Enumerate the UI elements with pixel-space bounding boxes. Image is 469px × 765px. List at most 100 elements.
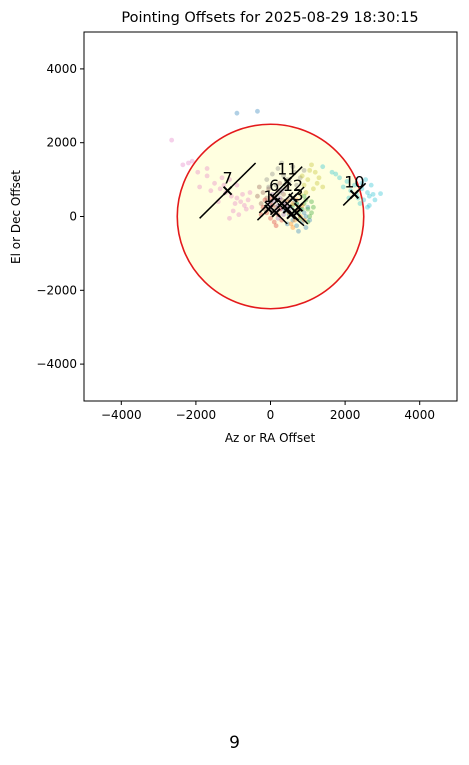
- data-point: [309, 210, 314, 216]
- data-point: [368, 182, 374, 188]
- data-point: [262, 197, 268, 203]
- data-point: [268, 215, 273, 221]
- data-point: [241, 203, 247, 208]
- data-point: [301, 182, 307, 188]
- x-tick-label: −2000: [176, 408, 217, 422]
- data-point: [361, 197, 367, 203]
- data-point: [260, 190, 266, 195]
- data-point: [297, 191, 303, 197]
- data-point: [312, 169, 318, 175]
- data-point: [234, 110, 240, 116]
- data-point: [301, 193, 307, 199]
- data-point: [208, 188, 214, 194]
- data-point: [273, 223, 279, 229]
- data-point: [264, 177, 270, 183]
- data-point: [236, 212, 242, 218]
- x-marker: [288, 193, 298, 203]
- data-point: [189, 158, 195, 164]
- x-marker: [291, 208, 302, 218]
- data-point: [316, 175, 322, 181]
- x-tick-label: 0: [267, 408, 275, 422]
- tolerance-circle: [176, 123, 365, 310]
- data-point: [352, 182, 357, 188]
- marker-label: 6: [269, 176, 279, 195]
- data-point: [227, 215, 232, 221]
- data-point: [273, 182, 279, 188]
- y-tick-label: 2000: [46, 136, 77, 150]
- data-point: [221, 182, 227, 188]
- data-point: [296, 228, 301, 234]
- data-point: [249, 204, 255, 210]
- y-tick-label: −4000: [36, 357, 77, 371]
- y-tick-label: −2000: [36, 283, 77, 297]
- data-point: [378, 191, 383, 197]
- data-point: [256, 184, 262, 190]
- data-point: [366, 203, 372, 208]
- data-point: [186, 160, 191, 166]
- data-point: [310, 186, 316, 192]
- data-point: [301, 167, 307, 173]
- x-marker: [293, 202, 304, 212]
- data-point: [238, 199, 244, 205]
- data-point: [337, 175, 342, 181]
- x-marker: [349, 189, 360, 200]
- data-point: [309, 162, 314, 168]
- marker-label: 7: [223, 169, 233, 188]
- marker-label: 11: [277, 159, 297, 178]
- x-tick-label: 2000: [330, 408, 361, 422]
- x-marker: [269, 193, 279, 203]
- x-marker: [286, 209, 296, 220]
- data-point: [370, 191, 376, 197]
- chart-title: Pointing Offsets for 2025-08-29 18:30:15: [121, 10, 418, 26]
- data-point: [245, 197, 251, 203]
- data-point: [314, 180, 320, 186]
- marker-label: 12: [283, 176, 303, 195]
- data-point: [266, 186, 272, 192]
- data-point: [281, 173, 286, 179]
- data-point: [303, 190, 309, 195]
- data-point: [275, 166, 281, 171]
- data-point: [234, 195, 240, 201]
- marker-label: 10: [344, 172, 364, 191]
- x-tick-label: 4000: [404, 408, 435, 422]
- data-point: [309, 199, 314, 205]
- data-point: [247, 190, 253, 195]
- data-point: [279, 160, 285, 166]
- x-axis-label: Az or RA Offset: [225, 431, 316, 445]
- page-number: 9: [229, 733, 240, 753]
- data-point: [305, 204, 311, 210]
- data-point: [372, 197, 378, 203]
- data-point: [305, 177, 311, 183]
- data-point: [195, 169, 201, 175]
- x-tick-label: −4000: [101, 408, 142, 422]
- data-point: [228, 193, 234, 199]
- y-tick-label: 0: [69, 210, 77, 224]
- data-point: [217, 186, 223, 192]
- data-point: [301, 210, 307, 216]
- data-point: [307, 214, 313, 219]
- data-point: [299, 173, 305, 179]
- data-point: [232, 201, 238, 206]
- data-point: [266, 184, 272, 190]
- data-point: [363, 177, 369, 183]
- x-marker: [222, 185, 233, 196]
- data-point: [212, 180, 217, 186]
- data-point: [230, 208, 236, 214]
- marker-label: 3: [293, 185, 303, 204]
- data-point: [344, 179, 350, 184]
- data-point: [307, 217, 313, 223]
- data-point: [269, 171, 275, 177]
- data-point: [294, 182, 300, 188]
- data-point: [310, 204, 316, 210]
- data-point: [290, 201, 296, 206]
- data-point: [197, 184, 203, 190]
- data-point: [258, 201, 264, 206]
- data-point: [243, 206, 249, 212]
- data-point: [320, 184, 326, 190]
- data-point: [359, 180, 365, 186]
- data-point: [340, 184, 346, 190]
- data-point: [227, 177, 232, 183]
- data-point: [255, 193, 260, 199]
